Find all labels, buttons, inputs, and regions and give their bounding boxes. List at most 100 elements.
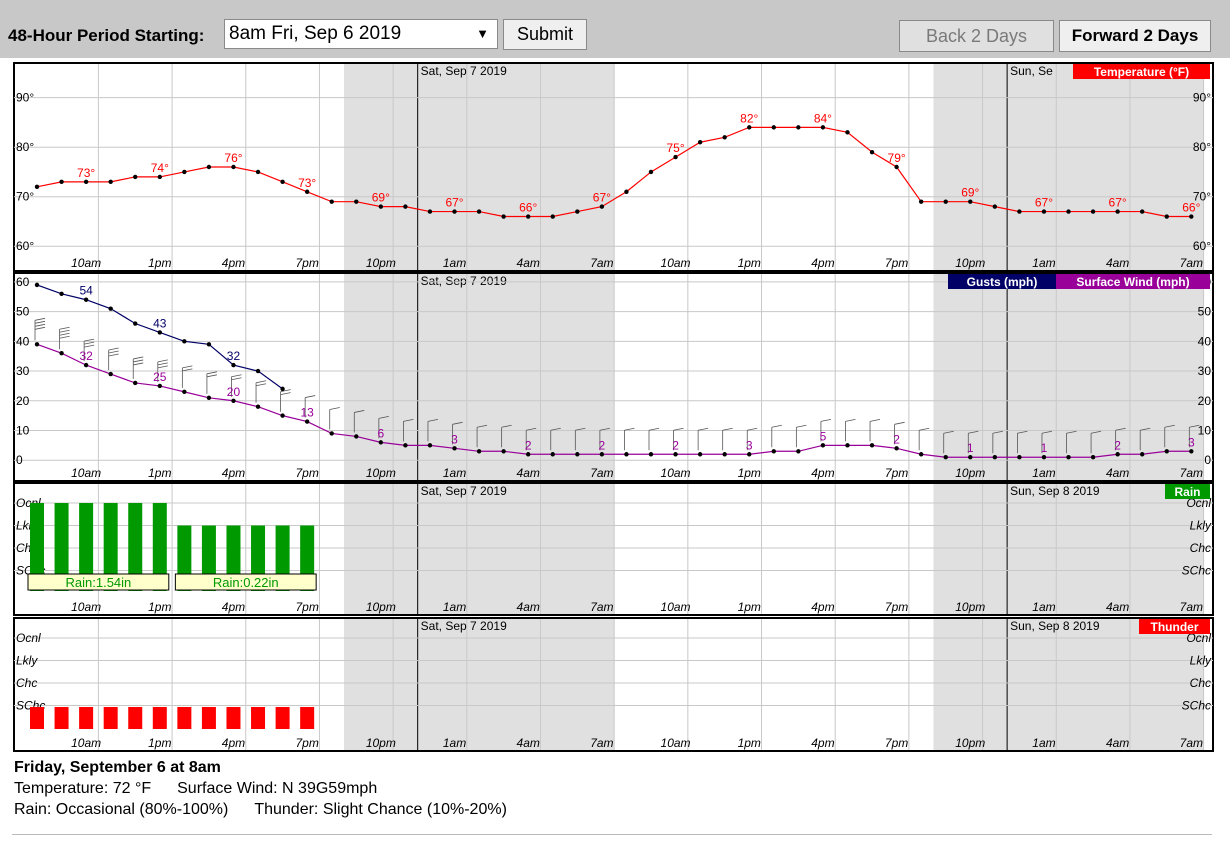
temperature-point (1140, 209, 1145, 214)
rain-y-tick-right: Lkly (1190, 519, 1212, 533)
gusts-point (34, 282, 40, 288)
thunder-bar (251, 707, 266, 729)
wind-barb-flag (1115, 427, 1126, 431)
temperature-point (1115, 209, 1120, 214)
y-tick-label-right: 10 (1198, 423, 1212, 437)
temperature-point (526, 214, 531, 219)
y-tick-label-left: 80° (16, 140, 34, 154)
rain-total-box (27, 573, 170, 591)
temperature-point (354, 199, 359, 204)
wind-barb-flag (108, 350, 119, 354)
wind-barb-flag (280, 389, 291, 393)
day-label: Sun, Sep 8 2019 (1010, 619, 1100, 633)
temperature-data-label: 84° (814, 111, 832, 125)
wind-barb-flag (1041, 430, 1053, 434)
temperature-point (648, 169, 654, 175)
time-tick-label: 7am (1180, 600, 1203, 614)
surface-wind-data-label: 1 (1041, 441, 1048, 455)
temperature-data-label: 67° (593, 191, 611, 205)
panel-border (13, 617, 1214, 752)
surface-wind-point (476, 449, 482, 454)
back-2-days-button[interactable]: Back 2 Days (899, 20, 1054, 52)
wind-barb-flag (1189, 424, 1200, 428)
day-label: Sat, Sep 7 2019 (421, 619, 507, 633)
time-tick-label: 10pm (955, 736, 985, 750)
time-tick-label: 4am (1106, 256, 1129, 270)
time-tick-label: 1am (443, 256, 466, 270)
thunder-bar (128, 707, 143, 729)
wind-barb-flag (1017, 430, 1028, 434)
surface-wind-point (403, 443, 408, 448)
wind-barb-flag (34, 320, 46, 324)
temperature-line (36, 126, 1192, 218)
wind-barb-flag (796, 424, 807, 428)
time-tick-label: 10am (71, 600, 101, 614)
time-tick-label: 1pm (738, 736, 761, 750)
rain-y-tick-right: Chc (1190, 541, 1211, 555)
temperature-point (206, 164, 212, 170)
rain-bar (152, 503, 167, 591)
gusts-point (157, 330, 162, 335)
time-tick-label: 7am (590, 466, 613, 480)
temperature-point (133, 174, 138, 180)
period-select[interactable]: 8am Fri, Sep 6 2019 ▼ (224, 19, 498, 49)
y-tick-label-left: 50 (16, 305, 30, 319)
gusts-point (182, 339, 187, 344)
rain-legend-box (1165, 484, 1210, 499)
info-thunder: Thunder: Slight Chance (10%-20%) (254, 801, 507, 818)
thunder-legend-box (1139, 619, 1210, 634)
time-tick-label: 10pm (366, 466, 396, 480)
time-tick-label: 7pm (885, 600, 908, 614)
temperature-point (231, 164, 236, 170)
time-tick-label: 4pm (811, 600, 834, 614)
rain-y-tick-right: SChc (1182, 564, 1211, 578)
temperature-point (550, 214, 555, 219)
surface-wind-point (280, 413, 285, 418)
night-shade (344, 273, 615, 481)
surface-wind-point (673, 452, 678, 457)
time-tick-label: 7am (1180, 256, 1203, 270)
submit-button[interactable]: Submit (503, 19, 587, 50)
time-tick-label: 10pm (955, 600, 985, 614)
day-label: Sun, Sep 8 2019 (1010, 484, 1100, 498)
thunder-bar (79, 707, 94, 729)
time-tick-label: 10am (71, 256, 101, 270)
dropdown-arrow-icon[interactable]: ▼ (476, 26, 489, 41)
wind-barb-flag (550, 427, 561, 431)
gusts-data-label: 43 (153, 316, 167, 330)
time-tick-label: 7am (590, 736, 613, 750)
temperature-point (918, 199, 924, 204)
wind-barb-flag (59, 329, 70, 333)
surface-wind-point (747, 452, 752, 457)
gusts-data-label: 32 (227, 349, 241, 363)
temperature-point (1090, 209, 1096, 214)
wind-barb-flag (354, 410, 365, 413)
surface-wind-point (329, 431, 334, 436)
thunder-y-tick-right: Lkly (1190, 654, 1212, 668)
surface-wind-point (1115, 452, 1120, 457)
surface-wind-point (452, 446, 457, 451)
temperature-point (157, 174, 162, 180)
time-tick-label: 7pm (295, 466, 318, 480)
rain-total-box (174, 573, 317, 591)
surface-wind-point (501, 449, 506, 454)
time-tick-label: 7pm (885, 736, 908, 750)
y-tick-label-left: 40 (16, 334, 30, 348)
rain-bar (103, 503, 118, 591)
wind-barb-flag (157, 365, 168, 369)
surface-wind-point (796, 449, 801, 454)
time-tick-label: 1pm (738, 466, 761, 480)
temperature-data-label: 69° (372, 191, 390, 205)
surface-wind-data-label: 2 (1114, 438, 1121, 452)
forward-2-days-button[interactable]: Forward 2 Days (1059, 20, 1211, 52)
info-line-1: Temperature: 72 °F Surface Wind: N 39G59m… (14, 780, 377, 798)
temperature-point (722, 135, 727, 140)
time-tick-label: 1pm (738, 600, 761, 614)
surface-wind-data-label: 2 (599, 438, 606, 452)
time-tick-label: 4pm (222, 600, 245, 614)
thunder-legend: Thunder (1151, 620, 1199, 634)
surface-wind-point (1066, 455, 1071, 460)
night-shade (933, 63, 1204, 271)
temperature-point (182, 169, 187, 175)
surface-wind-legend-box (1056, 274, 1210, 289)
